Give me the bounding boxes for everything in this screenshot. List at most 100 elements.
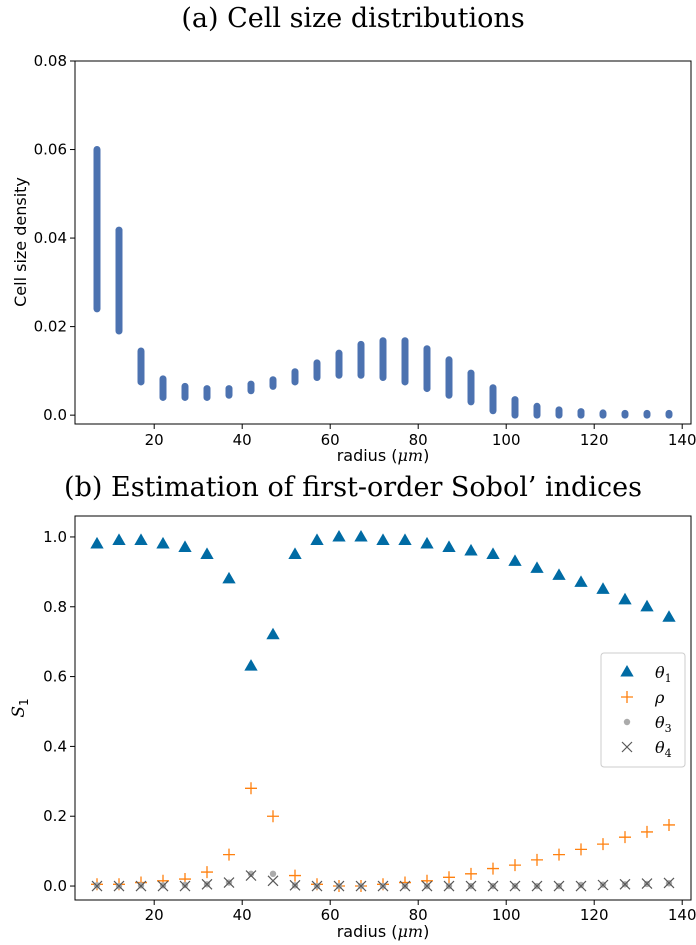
chart-b-y-tick-label: 1.0 bbox=[43, 528, 67, 546]
chart-b-point-x bbox=[289, 879, 301, 891]
chart-b-point-plus bbox=[289, 869, 301, 882]
chart-b-point-triangle bbox=[508, 554, 522, 566]
chart-b-point-plus bbox=[509, 859, 521, 872]
chart-b-x-tick-label: 120 bbox=[580, 906, 609, 924]
chart-b-point-triangle bbox=[288, 547, 302, 559]
chart-b-point-dot bbox=[269, 870, 277, 878]
chart-b-point-triangle bbox=[596, 582, 610, 594]
chart-b-point-x bbox=[201, 878, 213, 890]
chart-a-y-label: Cell size density bbox=[11, 177, 30, 307]
chart-b-point-triangle bbox=[266, 627, 280, 640]
chart-a-x-tick-label: 120 bbox=[580, 431, 609, 449]
chart-b-point-x bbox=[113, 880, 125, 892]
chart-b-point-x bbox=[179, 880, 191, 892]
chart-b-point-triangle bbox=[244, 659, 258, 671]
chart-b-point-plus bbox=[201, 866, 213, 879]
chart-b-point-plus bbox=[531, 853, 543, 866]
chart-b-point-triangle bbox=[222, 571, 236, 584]
chart-b-y-tick-label: 0.6 bbox=[43, 668, 67, 686]
chart-b-y-tick-label: 0.2 bbox=[43, 807, 67, 825]
chart-a-y-tick-label: 0.0 bbox=[43, 406, 67, 424]
chart-b-point-x bbox=[157, 880, 169, 892]
chart-b-point-triangle bbox=[442, 540, 456, 552]
chart-b-point-triangle bbox=[310, 533, 324, 545]
chart-b-point-x bbox=[135, 880, 147, 892]
chart-b-point-dot bbox=[181, 881, 189, 889]
chart-b-x-tick-label: 60 bbox=[321, 906, 340, 924]
chart-b-point-x bbox=[641, 878, 653, 890]
chart-b-point-dot bbox=[577, 881, 585, 889]
chart-b-point-x bbox=[663, 877, 675, 889]
chart-b-point-triangle bbox=[574, 575, 588, 587]
chart-b-point-x bbox=[531, 880, 543, 892]
chart-b-point-plus bbox=[443, 871, 455, 884]
chart-b: (b) Estimation of first-order Sobol’ ind… bbox=[9, 472, 696, 941]
chart-a-x-tick-label: 40 bbox=[233, 431, 252, 449]
chart-b-point-triangle bbox=[90, 536, 104, 549]
chart-a-marks bbox=[93, 146, 673, 419]
chart-b-point-plus bbox=[619, 831, 631, 844]
chart-b-point-plus bbox=[487, 862, 499, 875]
chart-a-frame bbox=[74, 60, 692, 425]
chart-a-y-ticks: 0.0 0.02 0.04 0.06 0.08 bbox=[34, 52, 75, 424]
chart-b-y-tick-label: 0.4 bbox=[43, 737, 67, 755]
chart-a-x-tick-label: 20 bbox=[145, 431, 164, 449]
chart-a-x-ticks: 20 40 60 80 100 120 140 bbox=[145, 424, 696, 449]
chart-a-y-tick-label: 0.06 bbox=[34, 141, 67, 159]
chart-b-point-x bbox=[465, 880, 477, 892]
chart-b-title: (b) Estimation of first-order Sobol’ ind… bbox=[64, 472, 642, 503]
chart-b-x-tick-label: 80 bbox=[409, 906, 428, 924]
chart-b-point-triangle bbox=[178, 540, 192, 552]
legend-frame bbox=[600, 652, 686, 768]
chart-b-point-x bbox=[597, 879, 609, 891]
legend-label: θ1 bbox=[655, 663, 672, 685]
legend-marker-dot bbox=[623, 718, 631, 726]
chart-b-point-triangle bbox=[156, 536, 170, 549]
legend-marker-x bbox=[621, 741, 633, 753]
chart-b-point-plus bbox=[663, 818, 675, 831]
chart-b-point-triangle bbox=[420, 536, 434, 549]
chart-a-x-tick-label: 80 bbox=[409, 431, 428, 449]
chart-b-point-dot bbox=[247, 870, 255, 878]
chart-b-point-x bbox=[487, 880, 499, 892]
chart-b-point-x bbox=[223, 877, 235, 888]
chart-b-point-x bbox=[509, 880, 521, 892]
chart-a-x-tick-label: 100 bbox=[492, 431, 521, 449]
chart-b-point-x bbox=[355, 880, 367, 892]
legend-marker-plus bbox=[621, 691, 633, 703]
chart-b-point-plus bbox=[575, 843, 587, 856]
chart-b-point-x bbox=[377, 880, 389, 892]
chart-a-x-tick-label: 60 bbox=[321, 431, 340, 449]
legend-label: θ3 bbox=[655, 713, 672, 735]
chart-b-point-plus bbox=[267, 810, 279, 823]
chart-b-point-x bbox=[619, 878, 631, 890]
chart-b-point-triangle bbox=[618, 592, 632, 605]
chart-b-point-x bbox=[421, 880, 433, 892]
chart-b-point-x bbox=[311, 880, 323, 892]
chart-b-point-x bbox=[443, 880, 455, 892]
chart-b-point-triangle bbox=[200, 547, 214, 559]
chart-b-y-tick-label: 0.8 bbox=[43, 598, 67, 616]
chart-b-point-x bbox=[91, 880, 103, 892]
chart-b-x-ticks: 20 40 60 80 100 120 140 bbox=[145, 900, 696, 924]
chart-b-y-label: S1 bbox=[9, 698, 31, 717]
chart-b-x-tick-label: 140 bbox=[668, 906, 696, 924]
chart-b-point-x bbox=[333, 880, 345, 892]
chart-a-y-tick-label: 0.02 bbox=[34, 318, 67, 336]
chart-b-point-plus bbox=[553, 848, 565, 861]
legend-label: ρ bbox=[654, 688, 665, 707]
legend-items: θ1 ρ θ3 θ4 bbox=[620, 663, 672, 760]
chart-b-point-triangle bbox=[486, 547, 500, 559]
chart-b-legend: θ1 ρ θ3 θ4 bbox=[600, 652, 686, 768]
chart-b-point-x bbox=[245, 870, 257, 881]
chart-b-point-plus bbox=[245, 782, 257, 795]
chart-b-y-tick-label: 0.0 bbox=[43, 877, 67, 895]
chart-b-x-tick-label: 40 bbox=[233, 906, 252, 924]
chart-b-point-triangle bbox=[332, 529, 346, 542]
chart-b-point-triangle bbox=[354, 529, 368, 542]
chart-b-point-triangle bbox=[640, 599, 654, 612]
chart-b-point-x bbox=[553, 880, 565, 892]
chart-b-point-plus bbox=[641, 825, 653, 838]
chart-b-point-x bbox=[267, 875, 279, 887]
